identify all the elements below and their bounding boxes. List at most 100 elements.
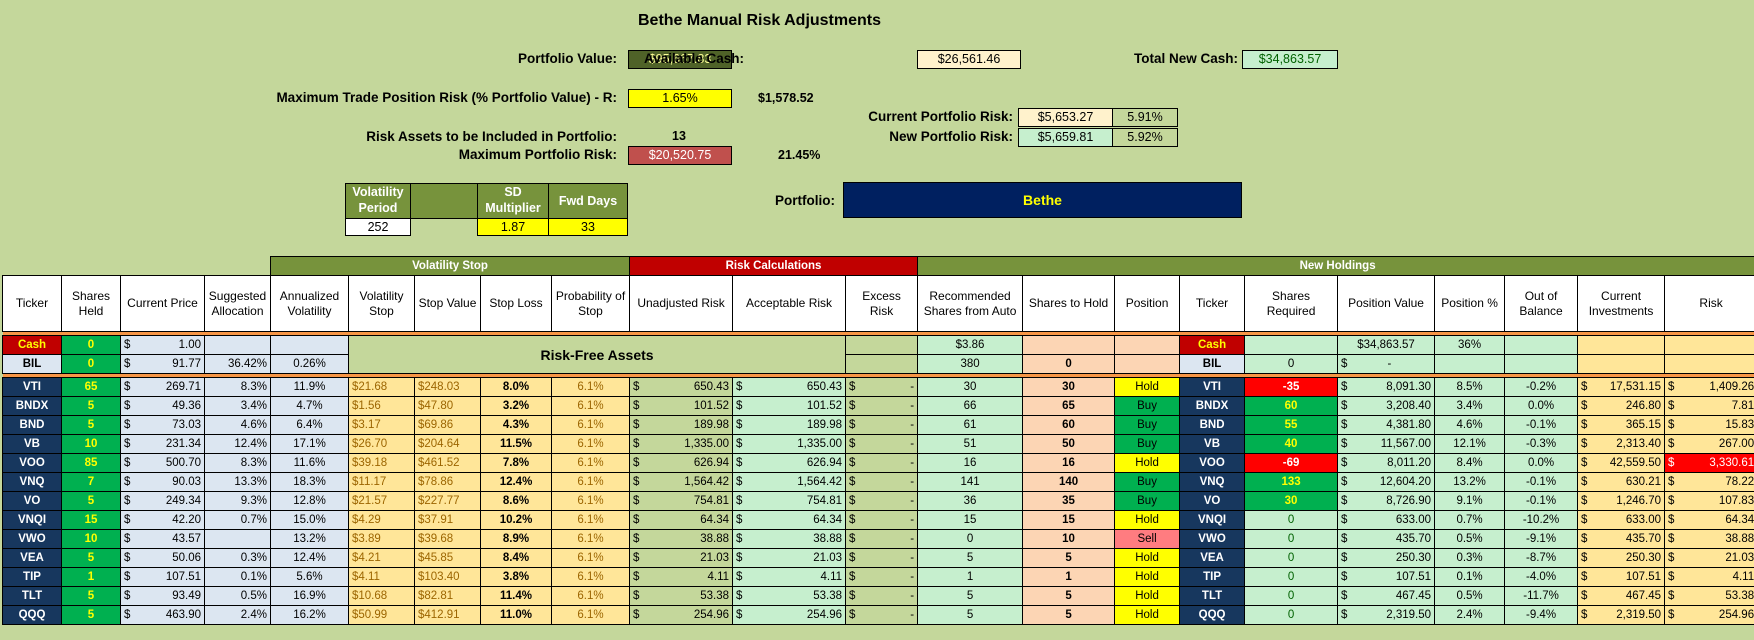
shares-held-cell[interactable]: 7 xyxy=(61,472,121,492)
acceptable-risk-cell: $53.38 xyxy=(732,586,847,606)
shares-to-hold-cell[interactable]: 140 xyxy=(1022,472,1116,492)
ticker-cell: VOO xyxy=(2,453,62,473)
ticker-cell: BND xyxy=(2,415,62,435)
volatility-stop-cell: $4.11 xyxy=(348,567,415,587)
allocation-cell: 4.6% xyxy=(204,415,271,435)
recommended-cell: 30 xyxy=(917,377,1024,397)
sd-mult-value[interactable]: 1.87 xyxy=(477,218,549,236)
shares-held-cell[interactable]: 5 xyxy=(61,415,121,435)
sd-mult-header: SD Multiplier xyxy=(477,183,549,219)
current-investment-cell: $1,246.70 xyxy=(1577,491,1666,511)
position-pct-cell: 8.5% xyxy=(1434,377,1506,397)
shares-held-cell[interactable]: 5 xyxy=(61,605,121,625)
position-value-cell: $4,381.80 xyxy=(1337,415,1436,435)
shares-to-hold-cell[interactable]: 65 xyxy=(1022,396,1116,416)
position-value-cell: $2,319.50 xyxy=(1337,605,1436,625)
bil-row: BIL 0 $91.77 36.42% 0.26% 380 0 BIL 0 $ - xyxy=(2,354,1754,374)
shares-held-cell[interactable]: 5 xyxy=(61,586,121,606)
position-value-cell: $12,604.20 xyxy=(1337,472,1436,492)
recommended-cell: $3.86 xyxy=(917,335,1024,355)
fwd-days-value[interactable]: 33 xyxy=(548,218,628,236)
shares-held-cell[interactable]: 15 xyxy=(61,510,121,530)
shares-required-cell: 0 xyxy=(1244,510,1339,530)
shares-to-hold-cell[interactable]: 5 xyxy=(1022,605,1116,625)
probability-cell: 6.1% xyxy=(550,472,631,492)
risk-cell: $3,330.61 xyxy=(1664,453,1754,473)
shares-held-cell[interactable]: 10 xyxy=(61,434,121,454)
recommended-cell: 5 xyxy=(917,605,1024,625)
ticker-cell: VWO xyxy=(1179,529,1246,549)
allocation-cell: 2.4% xyxy=(204,605,271,625)
stop-loss-cell: 12.4% xyxy=(480,472,552,492)
table-row: VB 10 $231.34 12.4% 17.1% $26.70 $204.64 11.5% 6… xyxy=(2,434,1754,454)
shares-held-cell[interactable]: 5 xyxy=(61,396,121,416)
stop-value-cell: $461.52 xyxy=(414,453,481,473)
total-new-cash[interactable]: $34,863.57 xyxy=(1242,50,1338,69)
probability-cell: 6.1% xyxy=(550,396,631,416)
shares-to-hold-cell[interactable]: 30 xyxy=(1022,377,1116,397)
max-portfolio-risk-value: $20,520.75 xyxy=(628,146,732,165)
out-of-balance-cell: -0.1% xyxy=(1504,472,1579,492)
out-of-balance-cell: -0.1% xyxy=(1504,415,1579,435)
shares-required-cell: 30 xyxy=(1244,491,1339,511)
allocation-cell: 9.3% xyxy=(204,491,271,511)
ticker-cell: VOO xyxy=(1179,453,1246,473)
position-pct-cell: 4.6% xyxy=(1434,415,1506,435)
group-new-holdings: New Holdings xyxy=(917,256,1754,276)
available-cash[interactable]: $26,561.46 xyxy=(917,50,1021,69)
volatility-stop-cell: $26.70 xyxy=(348,434,415,454)
column-header: Suggested Allocation xyxy=(204,275,271,332)
shares-to-hold-cell[interactable]: 15 xyxy=(1022,510,1116,530)
allocation-cell: 0.7% xyxy=(204,510,271,530)
shares-to-hold-cell[interactable]: 1 xyxy=(1022,567,1116,587)
risk-cell: $267.00 xyxy=(1664,434,1754,454)
position-pct-cell: 0.5% xyxy=(1434,586,1506,606)
column-header: Risk xyxy=(1664,275,1754,332)
shares-held-cell[interactable]: 65 xyxy=(61,377,121,397)
price-cell: $231.34 xyxy=(120,434,205,454)
stop-value-cell: $69.86 xyxy=(414,415,481,435)
position-pct-cell: 9.1% xyxy=(1434,491,1506,511)
shares-held-cell[interactable]: 0 xyxy=(61,354,121,374)
shares-held-cell[interactable]: 1 xyxy=(61,567,121,587)
allocation-cell: 13.3% xyxy=(204,472,271,492)
shares-held-cell[interactable]: 5 xyxy=(61,491,121,511)
ticker-cell: VWO xyxy=(2,529,62,549)
shares-held-cell[interactable]: 5 xyxy=(61,548,121,568)
vol-period-value[interactable]: 252 xyxy=(345,218,411,236)
stop-value-cell: $248.03 xyxy=(414,377,481,397)
shares-held-cell[interactable]: 85 xyxy=(61,453,121,473)
probability-cell: 6.1% xyxy=(550,415,631,435)
volatility-cell: 11.6% xyxy=(270,453,349,473)
position-cell: Buy xyxy=(1114,491,1181,511)
max-trade-risk-pct[interactable]: 1.65% xyxy=(628,89,732,108)
price-cell: $43.57 xyxy=(120,529,205,549)
shares-held-cell[interactable]: 10 xyxy=(61,529,121,549)
ticker-cell: BNDX xyxy=(2,396,62,416)
column-header: Position Value xyxy=(1337,275,1436,332)
shares-to-hold-cell[interactable]: 50 xyxy=(1022,434,1116,454)
portfolio-name[interactable]: Bethe xyxy=(843,182,1242,218)
ticker-cell: VNQ xyxy=(2,472,62,492)
unadjusted-risk-cell: $101.52 xyxy=(629,396,734,416)
acceptable-risk-cell: $38.88 xyxy=(732,529,847,549)
ticker-cell: VEA xyxy=(2,548,62,568)
shares-to-hold-cell[interactable]: 5 xyxy=(1022,548,1116,568)
shares-to-hold-cell[interactable]: 16 xyxy=(1022,453,1116,473)
volatility-stop-cell: $50.99 xyxy=(348,605,415,625)
shares-held-cell[interactable]: 0 xyxy=(61,335,121,355)
shares-to-hold-cell[interactable]: 10 xyxy=(1022,529,1116,549)
volatility-stop-cell: $4.21 xyxy=(348,548,415,568)
excess-risk-cell: $ - xyxy=(845,491,919,511)
position-value-cell: $435.70 xyxy=(1337,529,1436,549)
current-investment-cell: $107.51 xyxy=(1577,567,1666,587)
table-row: VWO 10 $43.57 13.2% $3.89 $39.68 8.9% 6.1% $38.8… xyxy=(2,529,1754,549)
volatility-cell: 13.2% xyxy=(270,529,349,549)
shares-to-hold-cell[interactable]: 5 xyxy=(1022,586,1116,606)
portfolio-value[interactable]: $95,667.83 xyxy=(628,50,732,69)
excess-risk-cell: $ - xyxy=(845,586,919,606)
column-header: Annualized Volatility xyxy=(270,275,349,332)
shares-to-hold-cell[interactable]: 60 xyxy=(1022,415,1116,435)
shares-to-hold-cell[interactable]: 0 xyxy=(1022,354,1116,374)
shares-to-hold-cell[interactable]: 35 xyxy=(1022,491,1116,511)
